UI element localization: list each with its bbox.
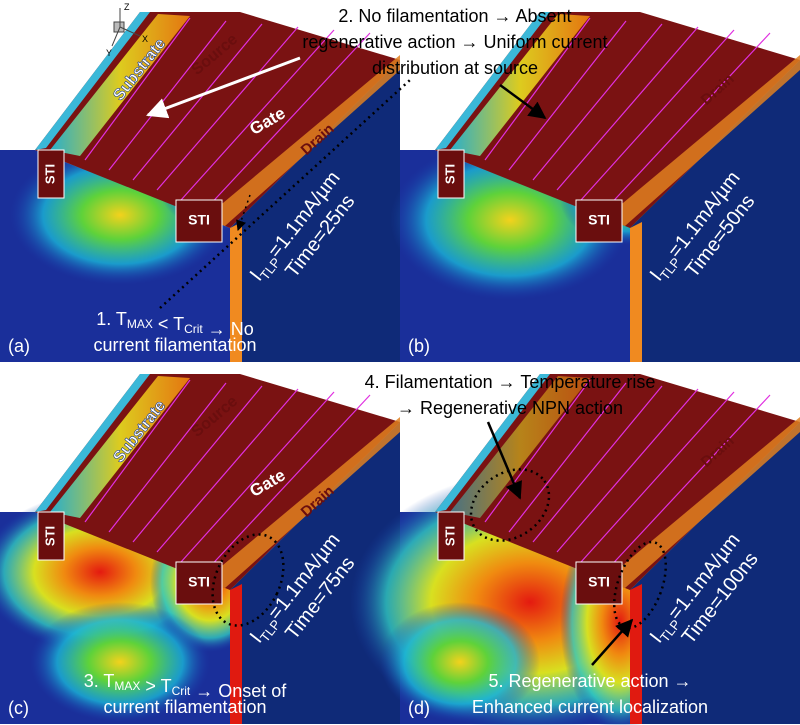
annotation-subscript: MAX — [114, 679, 140, 693]
annotation-segment: current filamentation — [103, 697, 266, 717]
annotation-segment: → Regenerative NPN action — [397, 398, 623, 418]
triad-label: Y — [106, 48, 112, 58]
annotation-text: Enhanced current localization — [472, 697, 708, 717]
sti-label: STI — [588, 574, 610, 590]
triad-label: Z — [124, 2, 130, 12]
annotation-segment: < T — [153, 314, 184, 334]
sti-label: STI — [188, 574, 210, 590]
sti-label: STI — [442, 526, 457, 546]
sti-label: STI — [588, 212, 610, 228]
page: 1.0E+065.5E+053.0E+051.7E+059.1E+045.0E+… — [0, 0, 800, 725]
panel-label: (c) — [8, 698, 29, 718]
annotation-text: current filamentation — [93, 335, 256, 355]
annotation-text: 5. Regenerative action → — [488, 671, 691, 691]
annotation-segment: > T — [140, 676, 171, 696]
sti-label: STI — [188, 212, 210, 228]
panel-label: (d) — [408, 698, 430, 718]
annotation-text: regenerative action → Uniform current — [302, 32, 607, 52]
annotation-segment: 2. No filamentation → Absent — [338, 6, 571, 26]
annotation-subscript: MAX — [127, 317, 153, 331]
figure: 1.0E+065.5E+053.0E+051.7E+059.1E+045.0E+… — [0, 0, 800, 725]
annotation-segment: regenerative action → Uniform current — [302, 32, 607, 52]
annotation-text: current filamentation — [103, 697, 266, 717]
annotation-text: → Regenerative NPN action — [397, 398, 623, 418]
panel-label: (a) — [8, 336, 30, 356]
annotation-segment: distribution at source — [372, 58, 538, 78]
sti-label: STI — [42, 526, 57, 546]
annotation-text: 4. Filamentation → Temperature rise — [365, 372, 656, 392]
right-strip — [630, 222, 642, 362]
triad-label: X — [142, 34, 148, 44]
annotation-segment: current filamentation — [93, 335, 256, 355]
annotation-segment: 1. T — [96, 309, 127, 329]
annotation-text: distribution at source — [372, 58, 538, 78]
sti-label: STI — [442, 164, 457, 184]
annotation-text: 2. No filamentation → Absent — [338, 6, 571, 26]
annotation-segment: 5. Regenerative action → — [488, 671, 691, 691]
annotation-segment: 4. Filamentation → Temperature rise — [365, 372, 656, 392]
panel-label: (b) — [408, 336, 430, 356]
annotation-segment: 3. T — [84, 671, 115, 691]
annotation-segment: Enhanced current localization — [472, 697, 708, 717]
sti-label: STI — [42, 164, 57, 184]
